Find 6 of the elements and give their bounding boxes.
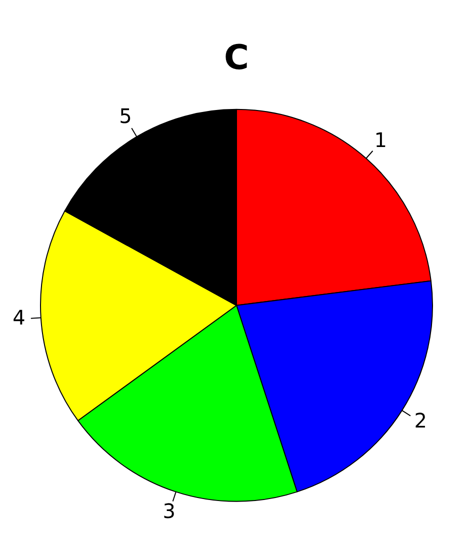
- slice-label: 4: [12, 305, 26, 330]
- slice-label: 2: [414, 408, 427, 432]
- slice-label: 3: [162, 498, 176, 523]
- chart-title: C: [224, 38, 249, 78]
- slice-label: 1: [374, 128, 388, 152]
- slice-label: 5: [119, 104, 132, 128]
